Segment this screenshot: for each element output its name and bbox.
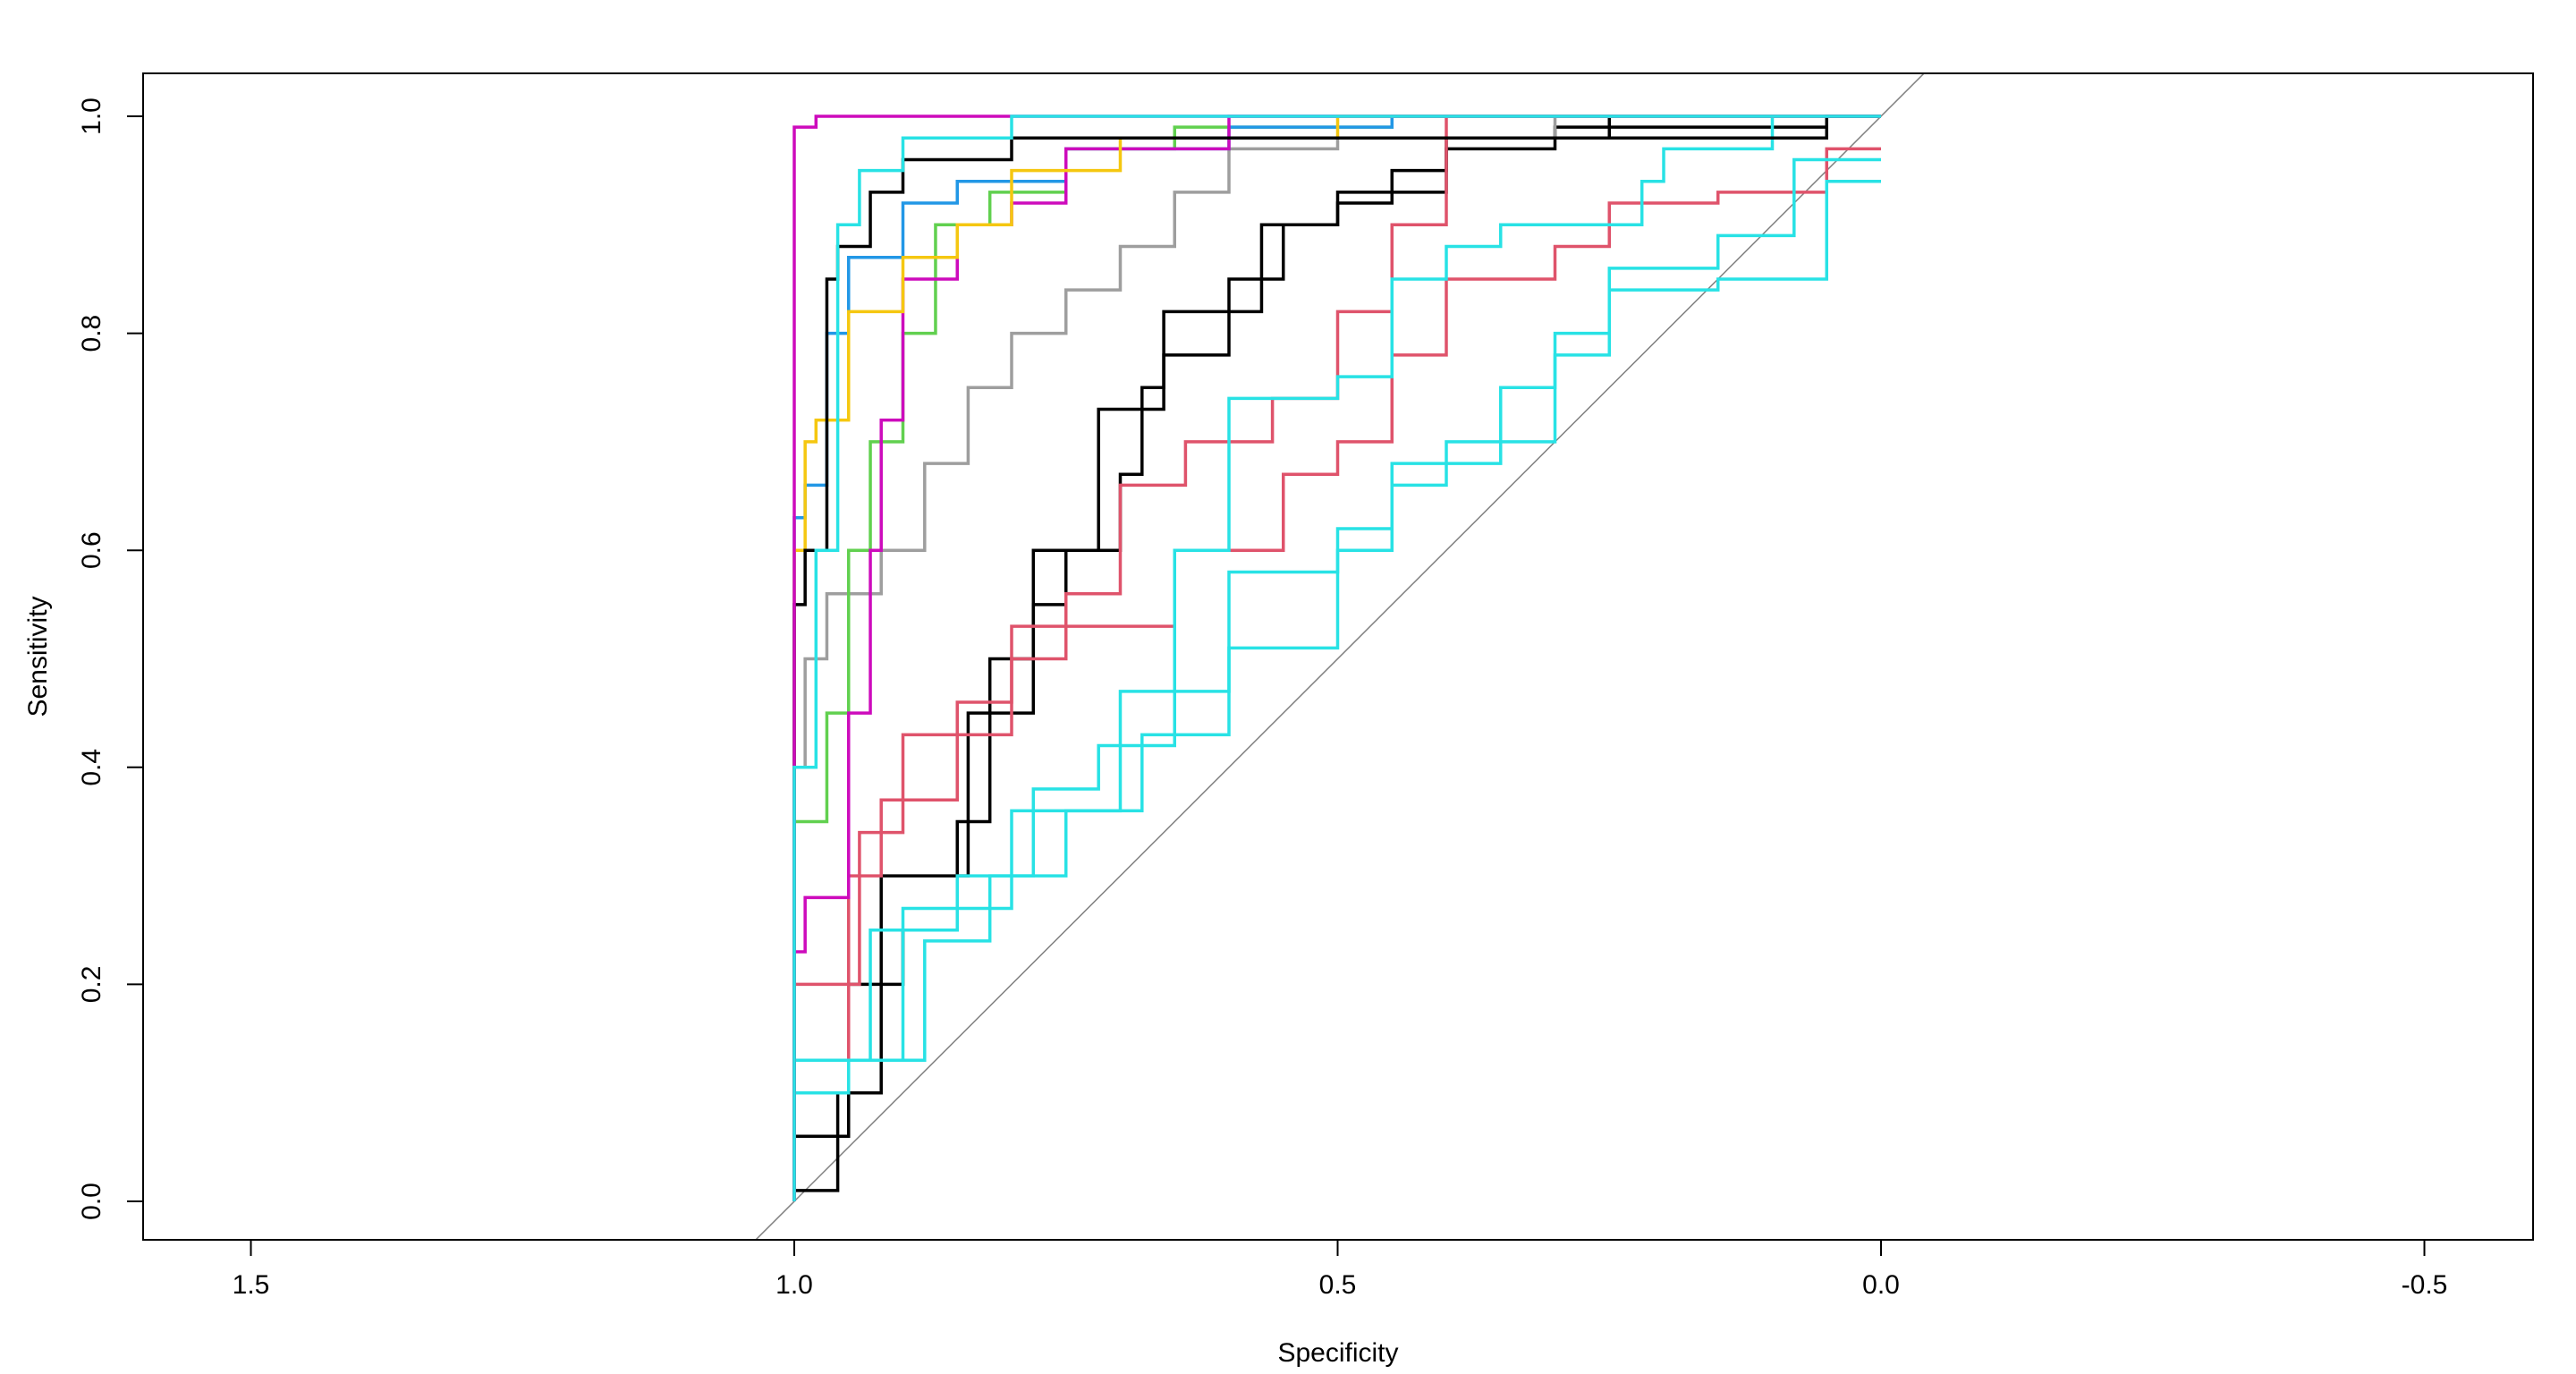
plot-frame xyxy=(142,72,2534,1241)
roc-curve-13 xyxy=(792,114,1881,1201)
y-tick-label: 0.8 xyxy=(77,315,106,352)
roc-curve-9 xyxy=(792,114,1881,1201)
y-axis: 0.0 0.2 0.4 0.6 0.8 1.0 xyxy=(77,98,143,1220)
roc-curves xyxy=(754,73,1926,1240)
y-tick-label: 0.4 xyxy=(77,749,106,786)
y-tick-label: 1.0 xyxy=(77,98,106,135)
reference-diagonal xyxy=(754,73,1926,1240)
roc-curve-7 xyxy=(792,180,1881,1201)
y-axis-label: Sensitivity xyxy=(23,596,53,717)
y-tick-label: 0.6 xyxy=(77,531,106,569)
x-tick-label: 0.5 xyxy=(1319,1270,1357,1300)
x-axis: 1.5 1.0 0.5 0.0 -0.5 xyxy=(233,1240,2448,1300)
roc-curve-14 xyxy=(792,114,1881,1201)
roc-curve-15 xyxy=(792,114,1881,1201)
roc-curve-11 xyxy=(792,114,1881,1201)
x-tick-label: 0.0 xyxy=(1862,1270,1900,1300)
roc-curve-4 xyxy=(792,147,1881,1201)
x-tick-label: -0.5 xyxy=(2402,1270,2448,1300)
roc-curve-8 xyxy=(792,114,1881,1201)
x-axis-label: Specificity xyxy=(1277,1338,1398,1368)
roc-curve-5 xyxy=(792,114,1881,1201)
y-tick-label: 0.2 xyxy=(77,966,106,1004)
y-tick-label: 0.0 xyxy=(77,1183,106,1220)
x-tick-label: 1.0 xyxy=(775,1270,813,1300)
x-tick-label: 1.5 xyxy=(233,1270,270,1300)
